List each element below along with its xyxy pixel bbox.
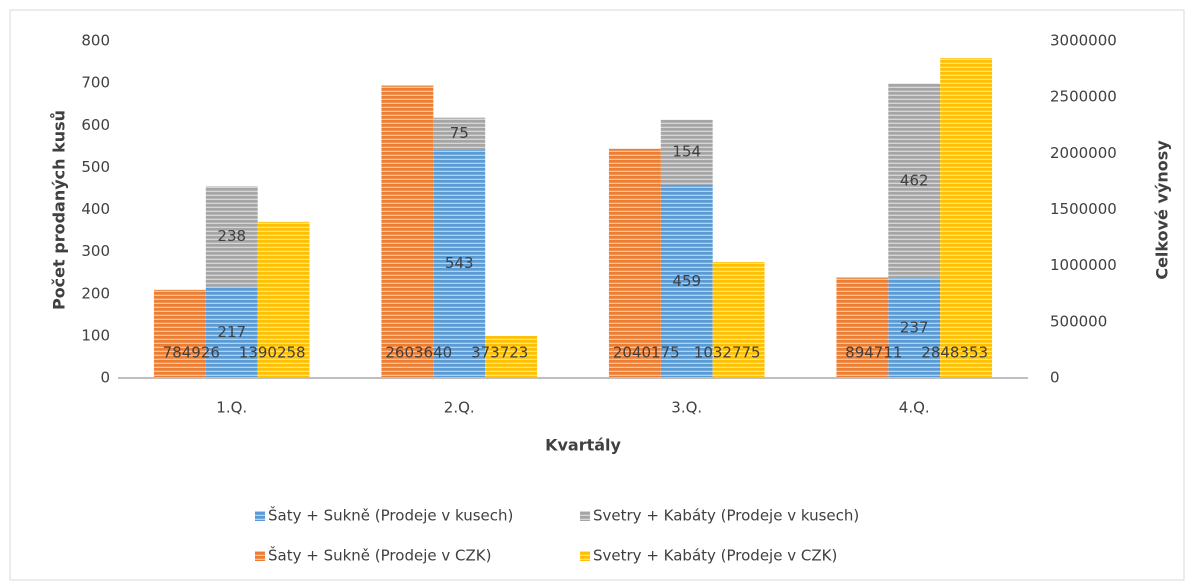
- y-tick-label: 700: [81, 74, 110, 92]
- legend-label: Svetry + Kabáty (Prodeje v kusech): [593, 507, 859, 525]
- data-label: 237: [900, 319, 929, 337]
- data-label: 2040175: [613, 344, 680, 362]
- bar: [485, 336, 538, 378]
- data-label: 75: [450, 124, 469, 142]
- y2-tick-label: 0: [1050, 369, 1060, 387]
- y-tick-label: 500: [81, 158, 110, 176]
- legend-label: Šaty + Sukně (Prodeje v CZK): [268, 546, 491, 565]
- y2-tick-label: 500000: [1050, 312, 1107, 330]
- legend-swatch: [255, 511, 265, 521]
- y2-tick-label: 2500000: [1050, 88, 1117, 106]
- data-label: 2848353: [921, 344, 988, 362]
- y-axis-title: Počet prodaných kusů: [50, 110, 69, 310]
- x-tick-label: 1.Q.: [216, 399, 247, 417]
- bar: [940, 58, 993, 379]
- x-axis-title: Kvartály: [545, 436, 621, 455]
- data-label: 154: [672, 143, 701, 161]
- y-tick-label: 100: [81, 326, 110, 344]
- bar: [433, 149, 486, 378]
- y2-axis-title: Celkové výnosy: [1153, 140, 1172, 280]
- data-label: 1390258: [239, 344, 306, 362]
- data-label: 1032775: [694, 344, 761, 362]
- bar: [205, 186, 258, 287]
- bar: [888, 83, 941, 279]
- bar: [712, 261, 765, 378]
- bar: [660, 119, 713, 185]
- data-label: 217: [217, 323, 246, 341]
- legend-label: Svetry + Kabáty (Prodeje v CZK): [593, 547, 837, 565]
- y2-tick-label: 3000000: [1050, 32, 1117, 50]
- x-tick-label: 3.Q.: [671, 399, 702, 417]
- y-tick-label: 200: [81, 284, 110, 302]
- y-tick-label: 300: [81, 242, 110, 260]
- y-tick-label: 400: [81, 200, 110, 218]
- bar: [257, 221, 310, 378]
- legend-swatch: [580, 551, 590, 561]
- data-label: 543: [445, 254, 474, 272]
- data-label: 894711: [845, 344, 902, 362]
- x-tick-label: 2.Q.: [444, 399, 475, 417]
- bar: [433, 117, 486, 150]
- y2-tick-label: 2000000: [1050, 144, 1117, 162]
- legend-swatch: [580, 511, 590, 521]
- bar: [381, 85, 434, 378]
- data-label: 2603640: [385, 344, 452, 362]
- data-label: 459: [672, 272, 701, 290]
- bar: [153, 289, 206, 378]
- y-tick-label: 0: [100, 369, 110, 387]
- bar: [608, 148, 661, 378]
- y2-tick-label: 1500000: [1050, 200, 1117, 218]
- data-label: 238: [217, 227, 246, 245]
- data-label: 373723: [471, 344, 528, 362]
- x-tick-label: 4.Q.: [899, 399, 930, 417]
- legend-label: Šaty + Sukně (Prodeje v kusech): [268, 506, 513, 525]
- bar: [205, 286, 258, 378]
- bar: [836, 277, 889, 378]
- y2-tick-label: 1000000: [1050, 256, 1117, 274]
- y-tick-label: 600: [81, 116, 110, 134]
- bar: [660, 184, 713, 378]
- data-label: 784926: [163, 344, 220, 362]
- bar: [888, 278, 941, 378]
- y-tick-label: 800: [81, 32, 110, 50]
- data-label: 462: [900, 171, 929, 189]
- legend-swatch: [255, 551, 265, 561]
